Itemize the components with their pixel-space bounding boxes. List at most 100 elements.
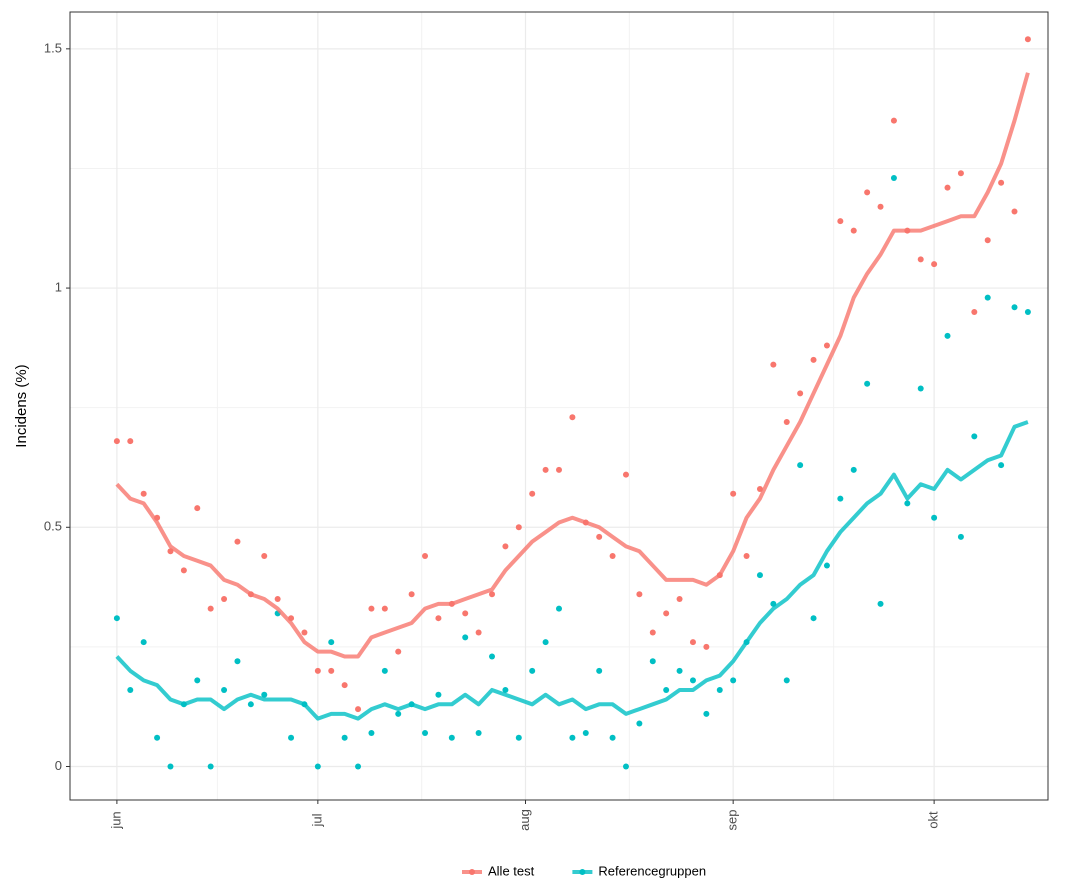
data-point [609, 552, 616, 559]
data-point [381, 605, 388, 612]
data-point [890, 175, 897, 182]
data-point [797, 462, 804, 469]
data-point [435, 691, 442, 698]
data-point [422, 552, 429, 559]
data-point [877, 203, 884, 210]
data-point [154, 734, 161, 741]
y-tick-label: 0 [55, 758, 62, 773]
data-point [998, 179, 1005, 186]
data-point [529, 667, 536, 674]
data-point [502, 686, 509, 693]
data-point [489, 653, 496, 660]
data-point [998, 462, 1005, 469]
data-point [877, 600, 884, 607]
data-point [435, 615, 442, 622]
data-point [703, 643, 710, 650]
data-point [636, 591, 643, 598]
data-point [837, 495, 844, 502]
data-point [783, 419, 790, 426]
data-point [770, 361, 777, 368]
data-point [341, 682, 348, 689]
data-point [1011, 304, 1018, 311]
data-point [475, 730, 482, 737]
data-point [703, 710, 710, 717]
data-point [957, 533, 964, 540]
data-point [716, 686, 723, 693]
data-point [355, 763, 362, 770]
data-point [462, 610, 469, 617]
data-point [890, 117, 897, 124]
data-point [984, 294, 991, 301]
x-tick-label: sep [725, 810, 740, 831]
data-point [408, 591, 415, 598]
data-point [837, 218, 844, 225]
data-point [689, 639, 696, 646]
data-point [207, 763, 214, 770]
data-point [167, 763, 174, 770]
data-point [475, 629, 482, 636]
data-point [810, 615, 817, 622]
data-point [221, 596, 228, 603]
data-point [810, 356, 817, 363]
data-point [502, 543, 509, 550]
data-point [355, 706, 362, 713]
data-point [261, 552, 268, 559]
legend-point [579, 869, 586, 875]
y-axis-label: Incidens (%) [13, 364, 30, 447]
y-tick-label: 0.5 [44, 519, 62, 534]
data-point [1024, 36, 1031, 43]
data-point [314, 763, 321, 770]
data-point [864, 189, 871, 196]
data-point [931, 261, 938, 268]
data-point [368, 730, 375, 737]
data-point [140, 639, 147, 646]
data-point [515, 734, 522, 741]
data-point [971, 308, 978, 315]
data-point [381, 667, 388, 674]
data-point [582, 730, 589, 737]
data-point [1011, 208, 1018, 215]
data-point [649, 658, 656, 665]
x-tick-label: jul [309, 813, 324, 827]
data-point [529, 490, 536, 497]
data-point [823, 342, 830, 349]
data-point [301, 629, 308, 636]
data-point [368, 605, 375, 612]
data-point [328, 639, 335, 646]
trend-line [115, 72, 1030, 659]
data-point [783, 677, 790, 684]
data-point [676, 667, 683, 674]
data-point [556, 605, 562, 612]
data-point [234, 538, 241, 545]
data-point [917, 256, 924, 263]
data-point [314, 667, 321, 674]
data-point [113, 438, 120, 445]
data-point [931, 514, 938, 521]
x-tick-label: aug [517, 809, 532, 831]
data-point [542, 639, 549, 646]
data-point [341, 734, 348, 741]
data-point [127, 438, 134, 445]
data-point [649, 629, 656, 636]
data-point [422, 730, 429, 737]
y-tick-label: 1 [55, 280, 62, 295]
data-point [113, 615, 120, 622]
data-point [957, 170, 964, 177]
data-point [636, 720, 643, 727]
data-point [569, 414, 576, 421]
data-point [194, 677, 201, 684]
data-point [917, 385, 924, 392]
data-point [489, 591, 496, 598]
data-point [676, 596, 683, 603]
data-point [850, 227, 857, 234]
data-point [823, 562, 830, 569]
data-point [689, 677, 696, 684]
data-point [1024, 308, 1031, 315]
data-point [569, 734, 576, 741]
data-point [850, 466, 857, 473]
data-point [395, 710, 402, 717]
y-tick-label: 1.5 [44, 40, 62, 55]
data-point [596, 533, 603, 540]
data-point [663, 610, 670, 617]
